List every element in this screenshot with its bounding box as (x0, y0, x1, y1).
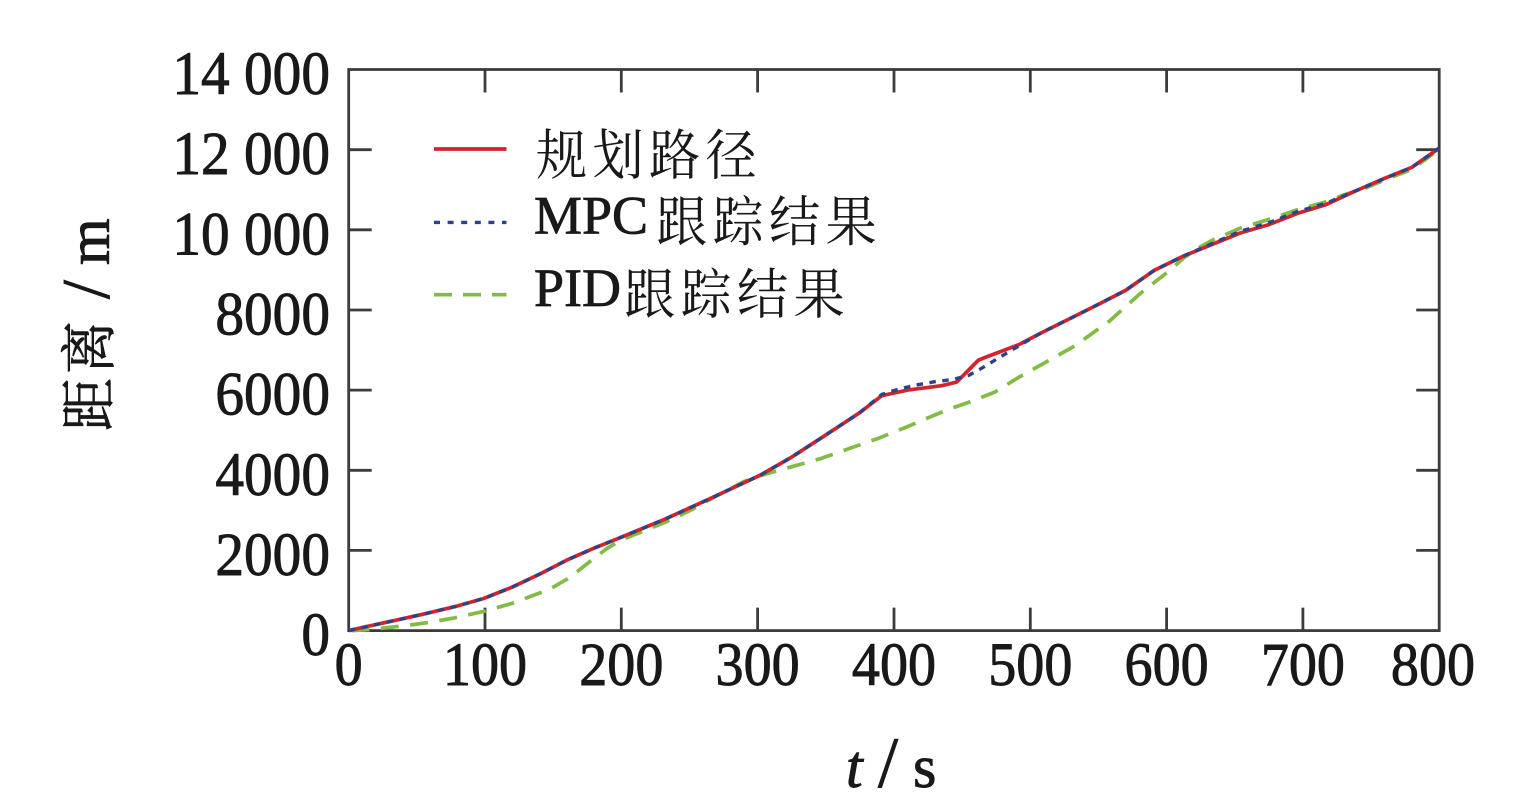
svg-text:0: 0 (301, 600, 330, 668)
svg-text:600: 600 (1125, 631, 1209, 699)
svg-text:12 000: 12 000 (172, 120, 330, 188)
svg-text:700: 700 (1261, 631, 1345, 699)
svg-text:MPC: MPC (534, 186, 648, 246)
svg-text:2000: 2000 (215, 520, 330, 588)
svg-text:14 000: 14 000 (172, 39, 330, 107)
svg-text:8000: 8000 (215, 280, 330, 348)
svg-text:0: 0 (335, 631, 363, 699)
svg-text:4000: 4000 (215, 440, 330, 508)
svg-text:t/s: t / s (846, 723, 936, 802)
svg-text:PID: PID (534, 258, 621, 318)
svg-text:200: 200 (579, 631, 663, 699)
svg-text:500: 500 (988, 631, 1072, 699)
svg-text:100: 100 (443, 631, 527, 699)
svg-text:400: 400 (852, 631, 936, 699)
svg-text:800: 800 (1391, 631, 1475, 699)
svg-text:/m: /m (48, 218, 124, 299)
svg-text:300: 300 (716, 631, 800, 699)
svg-text:10 000: 10 000 (172, 200, 330, 268)
svg-text:6000: 6000 (215, 360, 330, 428)
